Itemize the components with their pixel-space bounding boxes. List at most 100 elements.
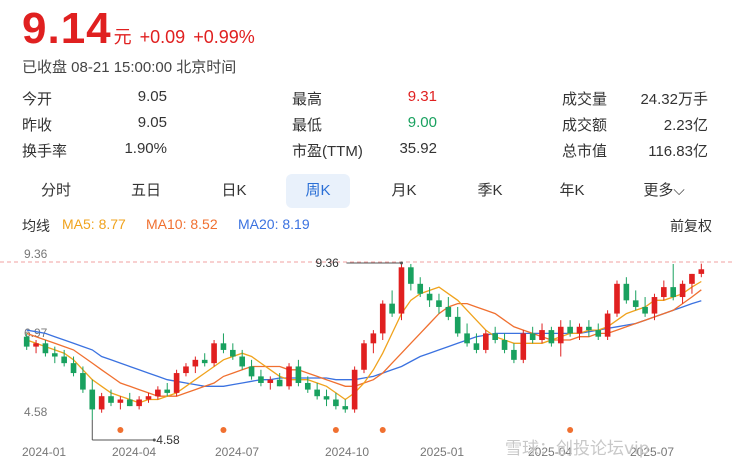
candle-body [108, 396, 114, 403]
candle-body [239, 356, 246, 367]
candle-body [679, 283, 686, 298]
y-axis-label: 6.97 [24, 326, 48, 340]
high-value: 9.31 [407, 88, 437, 105]
candle-body [595, 330, 602, 337]
candle-body [548, 330, 555, 344]
volume-value: 24.32万手 [640, 91, 708, 108]
candle-body [445, 306, 452, 317]
chart-period-tabs: 分时 五日 日K 周K 月K 季K 年K 更多⌵ [22, 174, 712, 208]
candle-body [33, 343, 39, 347]
candle-body [511, 349, 517, 360]
candle-body [473, 343, 480, 350]
min-annotation-label: 4.58 [156, 433, 180, 447]
adjust-mode-button[interactable]: 前复权 [670, 218, 712, 234]
prev-close-label: 昨收 [22, 117, 53, 134]
candle-body [604, 313, 611, 337]
candle-body [80, 373, 86, 390]
tab-weekly-k[interactable]: 周K [286, 174, 350, 208]
max-annotation-label: 9.36 [315, 256, 339, 270]
high-label: 最高 [292, 91, 323, 108]
candle-body [51, 353, 58, 357]
low-value: 9.00 [407, 114, 437, 131]
candle-body [698, 269, 705, 274]
candle-body [576, 326, 583, 334]
candle-body [314, 389, 320, 397]
x-axis-label: 2024-07 [215, 445, 259, 459]
prev-close-value: 9.05 [137, 114, 167, 131]
turnover-value: 1.90% [124, 140, 167, 157]
candle-body [286, 366, 292, 387]
max-annotation-dot [399, 261, 403, 265]
candle-body [70, 363, 77, 374]
x-axis-label: 2025-01 [420, 445, 464, 459]
ma20-value: MA20: 8.19 [238, 216, 310, 232]
y-axis-label: 4.58 [24, 405, 48, 419]
volume-label: 成交量 [562, 91, 608, 108]
event-marker [332, 427, 339, 433]
candle-body [539, 330, 545, 341]
low-label: 最低 [292, 117, 323, 134]
market-cap-value: 116.83亿 [648, 143, 708, 160]
price-change-percent: +0.99% [193, 27, 255, 47]
candle-body [689, 273, 695, 284]
tab-intraday[interactable]: 分时 [40, 182, 71, 199]
kline-chart[interactable]: 9.36 6.97 4.58 9.36 4.58 2024-01 2024-04 2024-0… [0, 240, 734, 474]
candle-body [342, 406, 349, 410]
price-unit: 元 [113, 27, 132, 47]
tab-daily-k[interactable]: 日K [221, 182, 247, 199]
candle-body [408, 267, 414, 284]
tab-monthly-k[interactable]: 月K [391, 182, 417, 199]
candle-body [670, 287, 677, 298]
candle-body [642, 306, 648, 314]
x-axis-label: 2024-10 [325, 445, 369, 459]
tab-quarterly-k[interactable]: 季K [477, 182, 503, 199]
candle-body [89, 389, 96, 410]
candle-body [501, 340, 508, 350]
candle-body [164, 389, 171, 393]
candle-body [145, 396, 152, 400]
event-marker [567, 427, 574, 433]
stat-row: 换手率 1.90% 市盈(TTM) 35.92 总市值 116.83亿 [22, 138, 712, 164]
event-marker [220, 427, 227, 433]
ma-legend: 均线 MA5: 8.77 MA10: 8.52 MA20: 8.19 前复权 [22, 216, 712, 236]
candle-body [267, 379, 274, 383]
event-marker [379, 427, 386, 433]
tab-yearly-k[interactable]: 年K [559, 182, 585, 199]
candle-body [370, 333, 377, 344]
candle-body [183, 366, 189, 374]
candle-body [323, 396, 330, 400]
pe-label: 市盈(TTM) [292, 143, 363, 160]
tab-more[interactable]: 更多⌵ [643, 182, 685, 199]
event-marker [117, 427, 124, 433]
candle-body [98, 396, 105, 410]
open-label: 今开 [22, 91, 53, 108]
y-axis-label: 9.36 [24, 247, 48, 261]
last-price: 9.14 [22, 4, 112, 53]
tab-five-day[interactable]: 五日 [130, 182, 161, 199]
candle-body [61, 356, 67, 364]
ma10-value: MA10: 8.52 [146, 216, 218, 232]
open-value: 9.05 [137, 88, 167, 105]
candle-body [454, 316, 461, 334]
candle-body [614, 283, 620, 314]
candle-body [651, 297, 658, 314]
candle-body [211, 343, 217, 364]
candle-body [557, 326, 564, 344]
stat-row: 今开 9.05 最高 9.31 成交量 24.32万手 [22, 86, 712, 112]
candle-body [155, 389, 161, 397]
candle-body [276, 379, 283, 387]
candle-body [623, 283, 630, 301]
candle-body [173, 373, 180, 393]
candle-body [304, 382, 311, 390]
candle-body [426, 293, 433, 301]
candle-body [220, 343, 227, 350]
candle-body [117, 399, 124, 403]
stat-row: 昨收 9.05 最低 9.00 成交额 2.23亿 [22, 112, 712, 138]
x-axis-label: 2025-04 [528, 445, 572, 459]
candle-body [398, 267, 405, 314]
x-axis-label: 2024-04 [112, 445, 156, 459]
candle-body [42, 343, 49, 354]
candle-body [436, 300, 442, 307]
amount-label: 成交额 [562, 117, 608, 134]
candle-body [492, 333, 498, 341]
